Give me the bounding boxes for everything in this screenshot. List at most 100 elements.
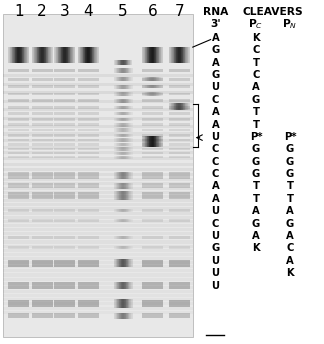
Bar: [88, 260, 89, 267]
Bar: [32, 134, 33, 137]
Bar: [189, 260, 190, 267]
Bar: [152, 313, 153, 319]
Bar: [178, 313, 179, 319]
Bar: [180, 246, 181, 249]
Bar: [131, 236, 132, 239]
Bar: [63, 172, 64, 179]
Bar: [145, 236, 146, 239]
Bar: [173, 123, 174, 126]
Bar: [64, 78, 65, 81]
Bar: [79, 282, 80, 289]
Bar: [124, 112, 125, 115]
Bar: [129, 218, 130, 222]
Bar: [162, 209, 163, 212]
Bar: [22, 236, 23, 239]
Bar: [56, 106, 57, 109]
Bar: [126, 299, 127, 308]
Bar: [33, 152, 34, 154]
Bar: [33, 123, 34, 126]
Bar: [43, 246, 44, 249]
Bar: [159, 118, 160, 121]
Bar: [150, 112, 151, 115]
Bar: [10, 106, 11, 109]
Bar: [62, 99, 63, 103]
Bar: [159, 156, 160, 158]
Bar: [154, 209, 155, 212]
Bar: [155, 69, 156, 72]
Bar: [43, 99, 44, 103]
Bar: [147, 260, 148, 267]
Bar: [9, 99, 10, 103]
Bar: [83, 152, 84, 154]
Bar: [33, 78, 34, 81]
Bar: [149, 282, 150, 289]
Bar: [171, 260, 172, 267]
Bar: [169, 246, 170, 249]
Bar: [91, 78, 92, 81]
Bar: [13, 85, 14, 88]
Bar: [177, 134, 178, 137]
Bar: [114, 209, 115, 212]
Bar: [8, 192, 9, 199]
Bar: [187, 134, 188, 137]
Bar: [8, 209, 9, 212]
Bar: [78, 69, 79, 72]
Bar: [188, 148, 189, 150]
Bar: [25, 123, 26, 126]
Bar: [125, 218, 126, 222]
Bar: [58, 300, 59, 307]
Bar: [67, 219, 68, 222]
Bar: [116, 183, 117, 189]
Bar: [35, 246, 36, 249]
Bar: [89, 134, 90, 137]
Bar: [17, 118, 18, 121]
Bar: [85, 93, 86, 95]
Bar: [23, 282, 24, 289]
Bar: [95, 112, 96, 115]
Bar: [78, 106, 79, 109]
Bar: [89, 313, 90, 319]
Bar: [159, 143, 160, 146]
Bar: [149, 129, 150, 131]
Bar: [44, 148, 45, 150]
Bar: [55, 192, 56, 199]
Bar: [162, 143, 163, 146]
Bar: [31, 112, 32, 115]
Bar: [153, 148, 154, 150]
Bar: [89, 260, 90, 267]
Bar: [72, 313, 73, 319]
Bar: [50, 172, 51, 179]
Bar: [14, 129, 15, 131]
Bar: [55, 118, 56, 121]
Bar: [11, 85, 12, 88]
Bar: [125, 118, 126, 121]
Bar: [15, 69, 16, 72]
Bar: [41, 112, 42, 115]
Bar: [115, 92, 116, 96]
Bar: [10, 152, 11, 154]
Bar: [186, 143, 187, 146]
Bar: [91, 106, 92, 109]
Bar: [51, 192, 52, 199]
Bar: [49, 152, 50, 154]
Bar: [32, 78, 33, 81]
Bar: [25, 118, 26, 121]
Bar: [45, 99, 46, 103]
Bar: [33, 69, 34, 72]
Bar: [20, 246, 21, 249]
Bar: [160, 152, 161, 154]
Bar: [19, 118, 20, 121]
Bar: [61, 129, 62, 131]
Bar: [170, 183, 171, 188]
Bar: [65, 313, 66, 319]
Bar: [143, 300, 144, 307]
Bar: [114, 183, 115, 189]
Bar: [8, 129, 9, 131]
Bar: [175, 219, 176, 222]
Bar: [10, 183, 11, 188]
Bar: [17, 139, 18, 141]
Bar: [11, 123, 12, 126]
Bar: [115, 77, 116, 81]
Bar: [60, 78, 61, 81]
Bar: [155, 219, 156, 222]
